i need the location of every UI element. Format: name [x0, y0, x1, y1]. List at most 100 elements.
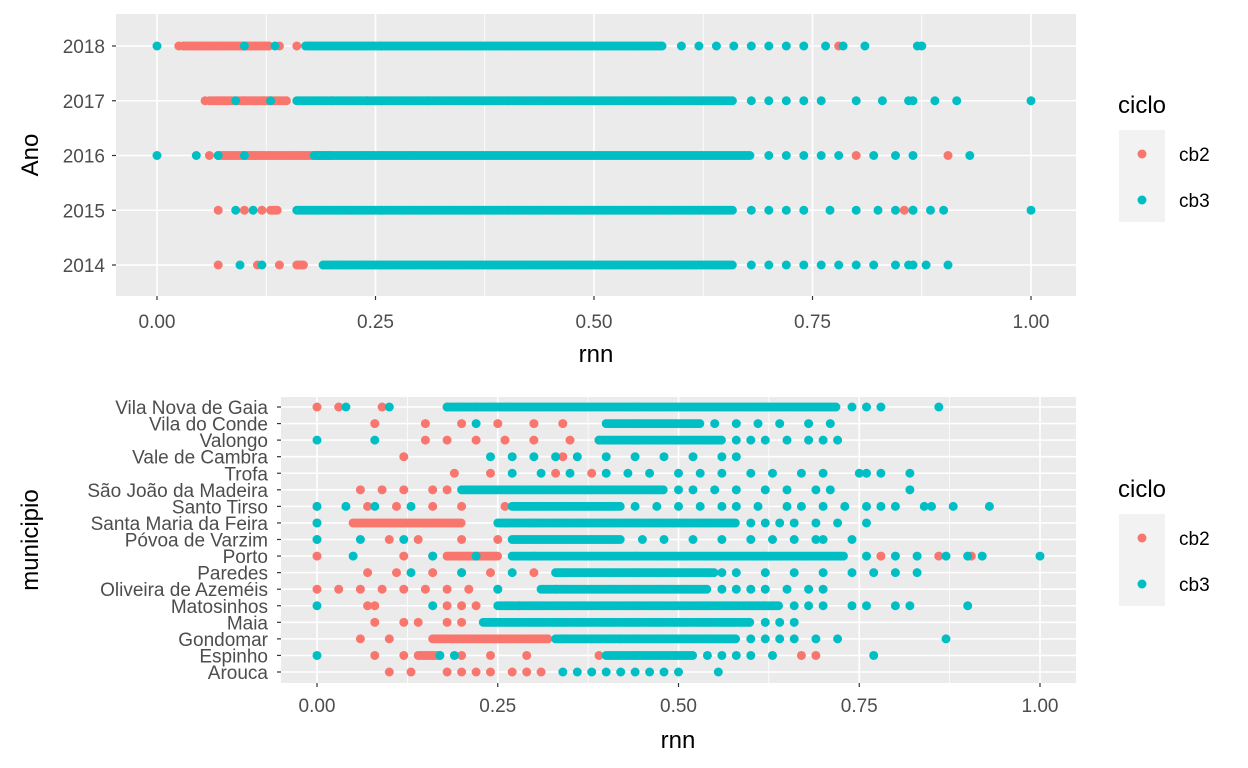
- data-point: [869, 568, 879, 578]
- data-point: [775, 419, 785, 429]
- data-point: [804, 601, 814, 611]
- data-point: [442, 601, 452, 611]
- top-chart-legend-label-cb2: cb2: [1179, 145, 1210, 166]
- data-point: [536, 667, 546, 677]
- data-point: [630, 501, 640, 511]
- data-point: [746, 468, 756, 478]
- data-point: [745, 151, 755, 160]
- data-point: [152, 41, 162, 51]
- data-point: [312, 601, 322, 611]
- data-point: [840, 501, 850, 511]
- data-point: [486, 452, 495, 462]
- data-point: [420, 419, 430, 429]
- data-point: [908, 96, 918, 106]
- data-point: [370, 419, 380, 429]
- data-point: [710, 419, 720, 429]
- data-point: [235, 260, 245, 270]
- data-point: [833, 634, 843, 644]
- data-point: [348, 551, 358, 561]
- y-tick-label-municipio-paredes: Paredes: [197, 564, 268, 585]
- data-point: [363, 568, 373, 578]
- data-point: [876, 468, 886, 478]
- data-point: [818, 568, 828, 578]
- y-tick-label-year-2014: 2014: [63, 256, 106, 277]
- data-point: [312, 435, 322, 445]
- data-point: [912, 551, 922, 561]
- data-point: [1035, 551, 1045, 561]
- data-point: [658, 485, 668, 495]
- data-point: [695, 501, 705, 511]
- data-point: [796, 468, 806, 478]
- data-point: [312, 402, 322, 412]
- y-tick-label-municipio-porto: Porto: [223, 547, 268, 568]
- top-chart: 2014 2015 2016 2017 2018 0.00 0.25 0.50 0.75 1.0…: [17, 14, 1210, 368]
- data-point: [231, 96, 241, 106]
- data-point: [890, 551, 900, 561]
- data-point: [694, 41, 704, 51]
- data-point: [493, 584, 503, 594]
- data-point: [442, 584, 452, 594]
- bottom-chart-legend-key-cb2: [1137, 533, 1147, 543]
- data-point: [457, 667, 467, 677]
- data-point: [825, 485, 835, 495]
- data-point: [731, 501, 741, 511]
- data-point: [551, 452, 561, 462]
- data-point: [753, 501, 763, 511]
- data-point: [399, 584, 409, 594]
- data-point: [623, 468, 633, 478]
- data-point: [943, 151, 953, 160]
- data-point: [298, 260, 308, 270]
- data-point: [781, 205, 791, 215]
- data-point: [657, 41, 667, 51]
- data-point: [760, 435, 770, 445]
- data-point: [522, 650, 532, 660]
- bottom-chart-x-tick-labels: 0.00 0.25 0.50 0.75 1.00: [299, 683, 1059, 717]
- data-point: [816, 260, 826, 270]
- bottom-chart-x-axis-title: rnn: [661, 727, 696, 754]
- data-point: [399, 535, 409, 544]
- data-point: [731, 634, 741, 644]
- data-point: [921, 260, 931, 270]
- top-chart-x-axis-title: rnn: [579, 341, 614, 368]
- data-point: [834, 260, 844, 270]
- data-point: [334, 584, 344, 594]
- data-point: [645, 468, 655, 478]
- bottom-chart-legend: ciclo cb2 cb3: [1118, 476, 1210, 606]
- data-point: [312, 518, 322, 528]
- data-point: [1026, 205, 1036, 215]
- data-point: [941, 551, 951, 561]
- data-point: [782, 485, 792, 495]
- data-point: [507, 452, 517, 462]
- data-point: [717, 468, 727, 478]
- x-tick-label-1-00: 1.00: [1022, 696, 1059, 717]
- data-point: [816, 96, 826, 106]
- data-point: [674, 485, 683, 495]
- data-point: [804, 419, 814, 429]
- data-point: [594, 650, 604, 660]
- top-chart-points: [152, 41, 1036, 270]
- data-point: [764, 260, 774, 270]
- y-tick-label-municipio-maia: Maia: [227, 613, 269, 634]
- data-point: [507, 568, 517, 578]
- data-point: [764, 151, 774, 160]
- data-point: [710, 485, 720, 495]
- data-point: [905, 468, 915, 478]
- top-chart-legend: ciclo cb2 cb3: [1118, 92, 1210, 222]
- data-point: [377, 485, 387, 495]
- data-point: [818, 584, 828, 594]
- y-tick-label-municipio-povoa-de-varzim: Póvoa de Varzim: [125, 531, 268, 552]
- data-point: [760, 634, 770, 644]
- data-point: [745, 617, 755, 627]
- data-point: [869, 650, 879, 660]
- data-point: [213, 260, 223, 270]
- data-point: [399, 551, 409, 561]
- data-point: [272, 205, 282, 215]
- data-point: [760, 518, 770, 528]
- data-point: [717, 568, 727, 578]
- data-point: [370, 650, 380, 660]
- data-point: [851, 96, 861, 106]
- x-tick-label-0-25: 0.25: [357, 312, 394, 333]
- data-point: [746, 41, 756, 51]
- data-point: [904, 260, 914, 270]
- data-point: [428, 601, 438, 611]
